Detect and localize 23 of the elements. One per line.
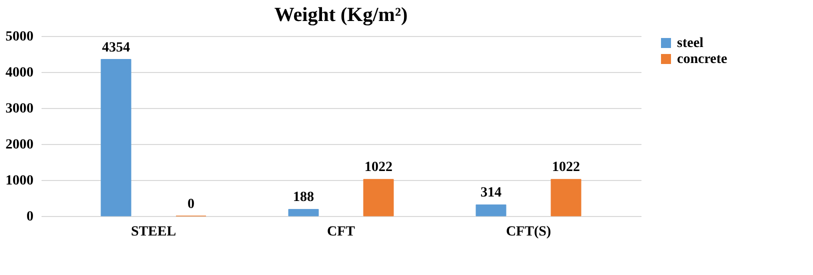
bar [100, 59, 132, 216]
bar [288, 208, 319, 216]
legend-label: concrete [677, 52, 728, 67]
data-label: 1022 [552, 160, 580, 176]
x-tick-label: STEEL [130, 224, 176, 240]
data-label: 1022 [364, 160, 392, 176]
data-label: 4354 [102, 40, 130, 56]
data-label: 0 [188, 197, 194, 212]
bar [550, 178, 582, 216]
x-tick-label: CFT [327, 224, 356, 240]
x-tick-label: CFT(S) [506, 224, 552, 240]
y-tick-label: 1000 [6, 174, 34, 188]
bar [363, 178, 394, 216]
legend-label: steel [677, 36, 704, 51]
data-label: 188 [293, 190, 314, 206]
y-tick-label: 3000 [6, 102, 34, 116]
chart-title: Weight (Kg/m²) [274, 4, 408, 26]
y-tick-label: 5000 [6, 30, 34, 44]
y-tick-label: 4000 [6, 66, 34, 80]
bar [476, 204, 506, 216]
y-tick-label: 2000 [6, 138, 34, 152]
data-label: 314 [480, 186, 502, 201]
y-tick-label: 0 [26, 210, 34, 224]
